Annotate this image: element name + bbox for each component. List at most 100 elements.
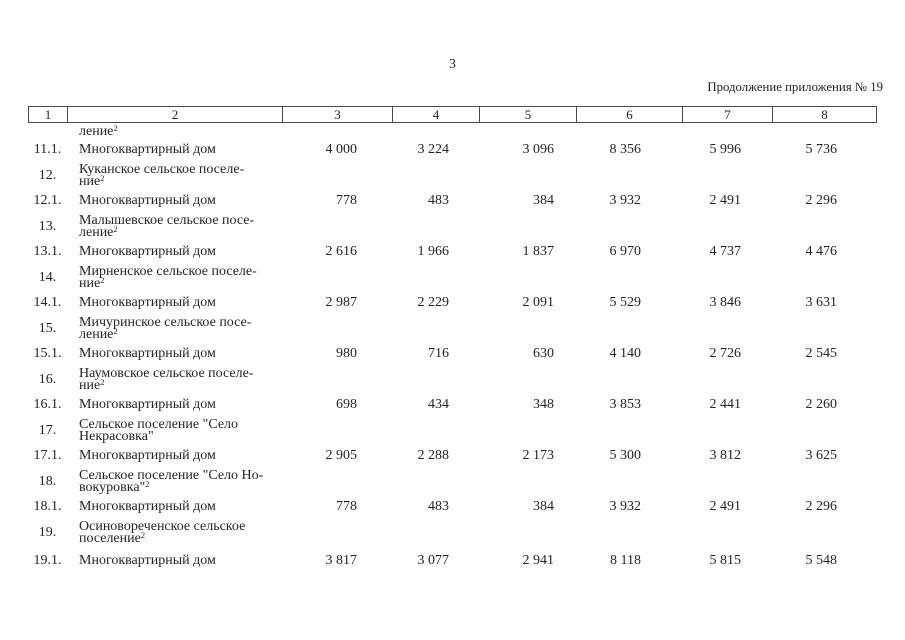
row-name: Мирненское сельское поселе-ние2 [79, 263, 257, 291]
value-cell [479, 415, 576, 446]
value-cell: 5 300 [609, 448, 642, 463]
value-cell [392, 160, 479, 191]
continuation-note: Продолжение приложения № 19 [707, 80, 883, 94]
value-cell [576, 466, 682, 497]
row-number: 12. [38, 167, 57, 183]
value-cell [772, 160, 876, 191]
value-cell [392, 517, 479, 548]
page-number: 3 [449, 56, 456, 71]
value-cell: 2 260 [805, 397, 838, 412]
row-name: Наумовское сельское поселе-ние2 [79, 365, 254, 393]
footnote-marker: 2 [140, 529, 146, 540]
table-row: 17.1. Многоквартирный дом 2 905 2 288 2 173 5… [28, 446, 877, 466]
value-cell [576, 211, 682, 242]
value-cell [576, 364, 682, 395]
value-cell [772, 517, 876, 548]
value-cell [392, 364, 479, 395]
value-cell: 2 491 [709, 193, 742, 208]
value-cell [772, 313, 876, 344]
value-cell [772, 211, 876, 242]
row-number [28, 123, 67, 140]
value-cell [576, 123, 682, 140]
row-number: 17. [38, 422, 57, 438]
table-body: ление2 11.1. Многоквартирный дом 4 000 3 224… [28, 123, 877, 573]
value-cell [682, 123, 772, 140]
row-number: 13. [38, 218, 57, 234]
row-name: Многоквартирный дом [79, 346, 216, 362]
value-cell: 5 736 [805, 142, 838, 157]
row-number: 12.1. [33, 193, 62, 208]
value-cell: 483 [428, 193, 449, 208]
row-name: Многоквартирный дом [79, 397, 216, 413]
footnote-marker: 2 [145, 478, 150, 489]
value-cell [576, 517, 682, 548]
value-cell: 698 [336, 397, 357, 412]
footnote-marker: 2 [113, 325, 118, 336]
value-cell: 2 987 [325, 295, 358, 310]
value-cell [576, 160, 682, 191]
value-cell: 2 726 [709, 346, 742, 361]
value-cell [479, 123, 576, 140]
column-header-3: 3 [283, 107, 393, 122]
value-cell [772, 415, 876, 446]
column-header-2: 2 [68, 107, 283, 122]
value-cell: 4 140 [609, 346, 642, 361]
value-cell [479, 211, 576, 242]
value-cell [479, 262, 576, 293]
value-cell: 3 853 [609, 397, 642, 412]
value-cell [282, 466, 392, 497]
row-number: 16.1. [33, 397, 62, 412]
row-name: ление2 [79, 122, 118, 139]
value-cell: 2 491 [709, 499, 742, 514]
value-cell: 3 224 [417, 142, 450, 157]
value-cell [479, 517, 576, 548]
column-header-4: 4 [393, 107, 480, 122]
value-cell [392, 262, 479, 293]
value-cell: 4 476 [805, 244, 838, 259]
value-cell: 8 356 [609, 142, 642, 157]
value-cell: 2 545 [805, 346, 838, 361]
value-cell [479, 160, 576, 191]
row-name: Многоквартирный дом [79, 142, 216, 158]
row-number: 16. [38, 371, 57, 387]
value-cell: 2 296 [805, 499, 838, 514]
value-cell: 2 296 [805, 193, 838, 208]
value-cell: 2 229 [417, 295, 450, 310]
value-cell [772, 364, 876, 395]
value-cell [282, 211, 392, 242]
footnote-marker: 2 [113, 223, 118, 234]
value-cell [682, 364, 772, 395]
value-cell: 3 077 [417, 552, 450, 568]
table-row: 15. Мичуринское сельское посе-ление2 [28, 313, 877, 344]
value-cell [682, 160, 772, 191]
value-cell: 2 091 [522, 295, 555, 310]
value-cell [682, 415, 772, 446]
value-cell: 3 846 [709, 295, 742, 310]
value-cell: 1 966 [417, 244, 450, 259]
table-row: 19. Осиновореченское сельское поселение2 [28, 517, 877, 548]
value-cell [772, 123, 876, 140]
value-cell: 778 [336, 499, 357, 514]
value-cell: 5 529 [609, 295, 642, 310]
value-cell [682, 313, 772, 344]
footnote-marker: 2 [100, 172, 105, 183]
table-row: 14.1. Многоквартирный дом 2 987 2 229 2 091 5… [28, 293, 877, 313]
value-cell [282, 517, 392, 548]
table-row: 11.1. Многоквартирный дом 4 000 3 224 3 096 8… [28, 140, 877, 160]
value-cell: 3 932 [609, 499, 642, 514]
value-cell: 483 [428, 499, 449, 514]
value-cell: 4 737 [709, 244, 742, 259]
column-header-1: 1 [29, 107, 68, 122]
column-header-6: 6 [577, 107, 683, 122]
value-cell: 6 970 [609, 244, 642, 259]
value-cell [576, 262, 682, 293]
footnote-marker: 2 [100, 274, 105, 285]
value-cell: 5 996 [709, 142, 742, 157]
row-number: 15.1. [33, 346, 62, 361]
row-name: Многоквартирный дом [79, 193, 216, 209]
value-cell [392, 466, 479, 497]
value-cell: 2 288 [417, 448, 450, 463]
value-cell: 3 096 [522, 142, 555, 157]
